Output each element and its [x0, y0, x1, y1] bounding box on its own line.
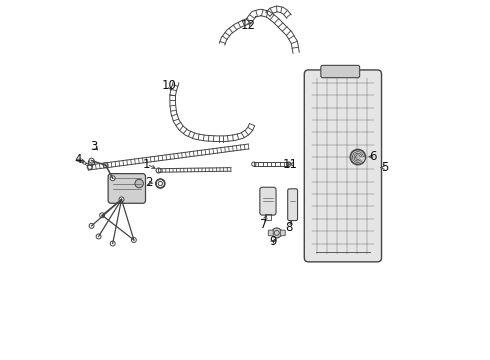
- Text: 5: 5: [381, 161, 388, 174]
- FancyBboxPatch shape: [304, 70, 382, 262]
- Circle shape: [252, 162, 256, 166]
- FancyBboxPatch shape: [108, 174, 146, 203]
- Circle shape: [287, 162, 291, 166]
- Text: 2: 2: [146, 176, 153, 189]
- Circle shape: [89, 224, 94, 228]
- Circle shape: [350, 149, 366, 165]
- Circle shape: [96, 234, 101, 239]
- Circle shape: [99, 213, 104, 218]
- FancyBboxPatch shape: [260, 187, 276, 215]
- FancyBboxPatch shape: [321, 65, 360, 78]
- Circle shape: [89, 158, 94, 163]
- Text: 6: 6: [369, 150, 376, 163]
- FancyBboxPatch shape: [269, 230, 273, 236]
- Circle shape: [131, 238, 136, 242]
- Text: 7: 7: [260, 217, 268, 231]
- Text: 4: 4: [75, 153, 82, 166]
- Circle shape: [119, 197, 124, 202]
- Text: 9: 9: [269, 235, 276, 248]
- FancyBboxPatch shape: [280, 230, 285, 236]
- Circle shape: [88, 159, 95, 166]
- Circle shape: [156, 168, 161, 173]
- Text: 8: 8: [285, 221, 293, 234]
- Text: 3: 3: [90, 140, 98, 153]
- Text: 11: 11: [283, 158, 297, 171]
- Circle shape: [110, 241, 115, 246]
- Text: 10: 10: [162, 79, 176, 92]
- Text: 1: 1: [143, 158, 150, 171]
- FancyBboxPatch shape: [288, 189, 297, 221]
- Circle shape: [103, 163, 108, 168]
- Circle shape: [110, 176, 115, 181]
- Circle shape: [272, 228, 282, 238]
- Text: 12: 12: [240, 19, 255, 32]
- Circle shape: [87, 165, 92, 170]
- Circle shape: [135, 179, 144, 188]
